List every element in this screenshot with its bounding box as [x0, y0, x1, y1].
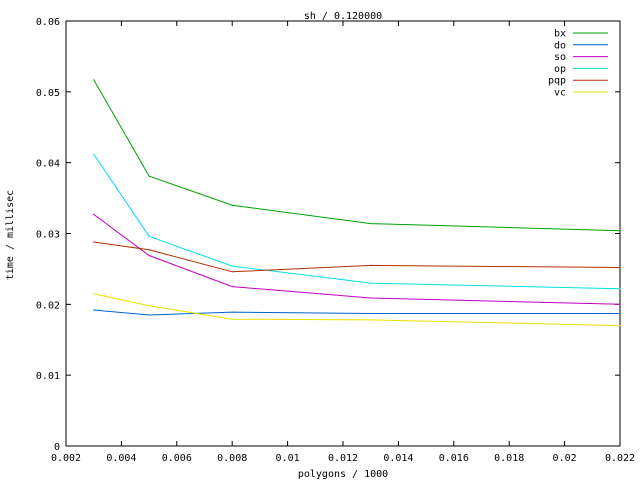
data-point-so	[370, 297, 372, 299]
x-tick-label: 0.002	[51, 453, 81, 464]
data-point-pqp	[231, 271, 233, 273]
x-tick-label: 0.012	[328, 453, 358, 464]
data-point-vc	[370, 319, 372, 321]
data-point-so	[231, 286, 233, 288]
data-point-vc	[231, 318, 233, 320]
y-tick-label: 0.03	[36, 230, 60, 241]
data-point-vc	[148, 305, 150, 307]
data-point-vc	[93, 293, 95, 295]
series-line-so	[93, 213, 621, 305]
x-tick-label: 0.022	[605, 453, 635, 464]
series-line-bx	[93, 79, 621, 232]
data-point-op	[370, 282, 372, 284]
legend-label-op: op	[554, 64, 566, 75]
data-point-bx	[619, 230, 621, 232]
y-tick-label: 0.05	[36, 88, 60, 99]
data-point-op	[148, 235, 150, 237]
data-point-bx	[148, 175, 150, 177]
data-point-op	[231, 265, 233, 267]
legend-label-do: do	[554, 40, 566, 51]
y-tick-label: 0.04	[36, 159, 60, 170]
data-point-so	[619, 303, 621, 305]
series-line-do	[93, 309, 620, 316]
plot-frame	[65, 20, 621, 447]
data-point-bx	[231, 204, 233, 206]
data-point-vc	[619, 324, 621, 327]
data-point-do	[148, 314, 150, 316]
y-tick-label: 0.06	[36, 17, 60, 28]
data-point-op	[619, 288, 621, 290]
x-tick-label: 0.016	[439, 453, 469, 464]
x-tick-label: 0.008	[217, 453, 247, 464]
data-point-pqp	[93, 241, 95, 243]
x-tick-label: 0.02	[553, 453, 577, 464]
data-point-do	[93, 309, 95, 311]
data-point-so	[93, 213, 95, 215]
data-point-do	[370, 312, 372, 315]
series-line-vc	[93, 293, 621, 327]
x-axis-label: polygons / 1000	[298, 469, 388, 480]
x-tick-label: 0.006	[162, 453, 192, 464]
data-point-pqp	[370, 264, 372, 266]
y-axis-label: time / millisec	[5, 190, 16, 280]
y-tick-label: 0.01	[36, 371, 60, 382]
x-tick-label: 0.004	[106, 453, 136, 464]
legend-label-vc: vc	[554, 88, 566, 99]
data-point-do	[231, 311, 233, 313]
data-point-do	[619, 312, 621, 315]
legend-label-bx: bx	[554, 29, 566, 40]
data-point-op	[93, 153, 95, 155]
x-tick-label: 0.018	[494, 453, 524, 464]
x-tick-label: 0.014	[383, 453, 413, 464]
legend-label-pqp: pqp	[548, 76, 566, 87]
data-point-pqp	[619, 266, 621, 269]
data-point-pqp	[148, 249, 150, 251]
y-tick-label: 0.02	[36, 300, 60, 311]
series-line-pqp	[93, 241, 621, 273]
x-tick-label: 0.01	[276, 453, 300, 464]
data-point-bx	[370, 222, 372, 225]
y-tick-label: 0	[54, 442, 60, 453]
data-point-bx	[93, 79, 95, 81]
data-point-so	[148, 254, 150, 257]
legend-label-so: so	[554, 52, 566, 63]
chart-title: sh / 0.120000	[304, 11, 382, 22]
